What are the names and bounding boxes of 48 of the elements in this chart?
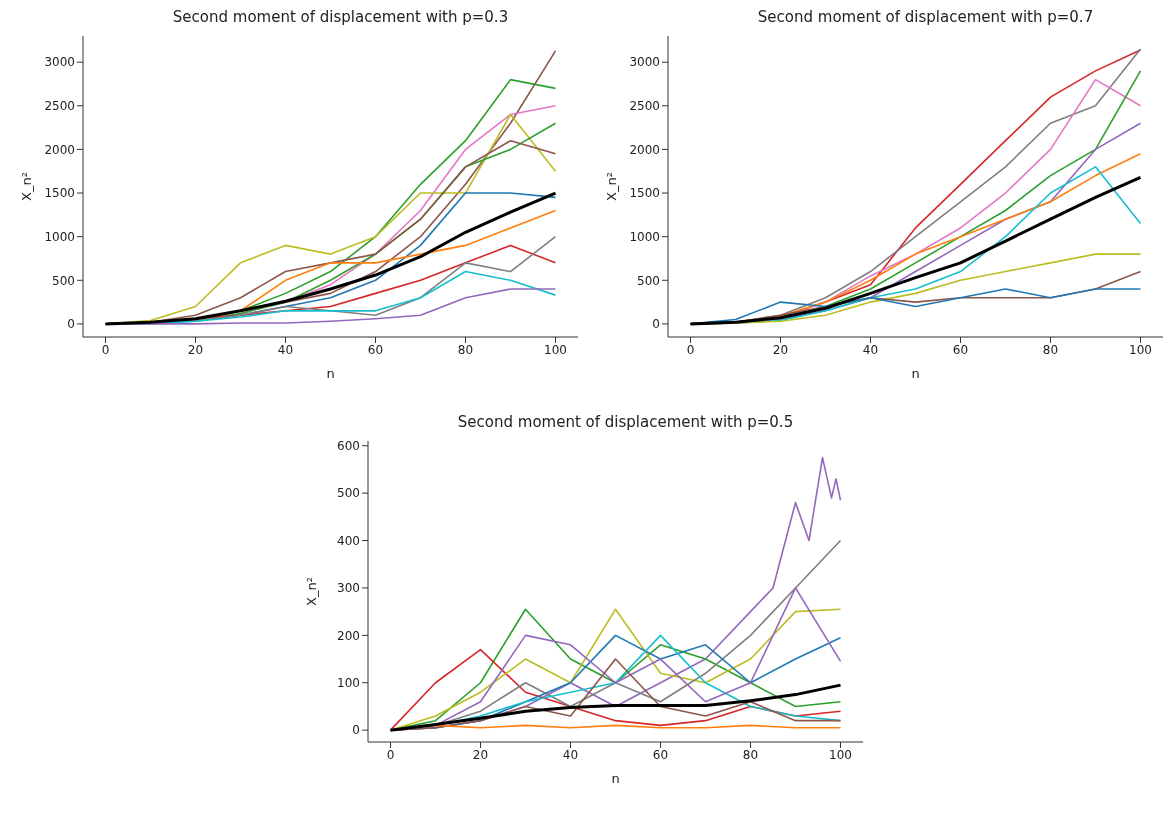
y-tick-label: 0 [67,317,75,332]
y-tick-label: 3000 [629,55,660,70]
y-tick-label: 2000 [629,142,660,157]
chart-title: Second moment of displacement with p=0.7 [756,8,1095,28]
y-tick-label: 1500 [629,186,660,201]
y-axis-title: X_n² [18,172,34,201]
y-tick-label: 2000 [44,142,75,157]
x-tick-label: 40 [862,342,879,357]
x-tick-label: 40 [562,747,579,762]
x-tick-label: 80 [742,747,759,762]
y-tick-label: 2500 [629,99,660,114]
y-tick-label: 100 [337,676,360,691]
y-tick-label: 1000 [629,229,660,244]
y-tick-label: 500 [637,273,660,288]
y-tick-label: 1500 [44,186,75,201]
y-axis-title: X_n² [303,577,319,606]
y-tick-label: 2500 [44,99,75,114]
y-tick-label: 3000 [44,55,75,70]
x-tick-label: 80 [457,342,474,357]
x-tick-label: 100 [544,342,567,357]
chart-title: Second moment of displacement with p=0.5 [456,413,795,433]
y-tick-label: 200 [337,628,360,643]
x-tick-label: 0 [686,342,695,357]
chart-title: Second moment of displacement with p=0.3 [171,8,510,28]
y-tick-label: 500 [337,486,360,501]
x-tick-label: 40 [277,342,294,357]
x-tick-label: 60 [367,342,384,357]
x-axis-title: n [611,771,620,786]
y-tick-label: 500 [52,273,75,288]
x-axis-title: n [326,366,335,381]
y-tick-label: 0 [652,317,660,332]
x-tick-label: 60 [652,747,669,762]
y-tick-label: 400 [337,533,360,548]
y-tick-label: 1000 [44,229,75,244]
x-tick-label: 20 [187,342,204,357]
x-tick-label: 0 [386,747,395,762]
x-tick-label: 100 [829,747,852,762]
x-tick-label: 80 [1042,342,1059,357]
x-axis-title: n [911,366,920,381]
x-tick-label: 0 [101,342,110,357]
x-tick-label: 20 [472,747,489,762]
x-tick-label: 20 [772,342,789,357]
y-tick-label: 600 [337,439,360,453]
x-tick-label: 100 [1129,342,1152,357]
x-tick-label: 60 [952,342,969,357]
y-axis-title: X_n² [603,172,619,201]
y-tick-label: 0 [352,723,360,738]
y-tick-label: 300 [337,581,360,596]
